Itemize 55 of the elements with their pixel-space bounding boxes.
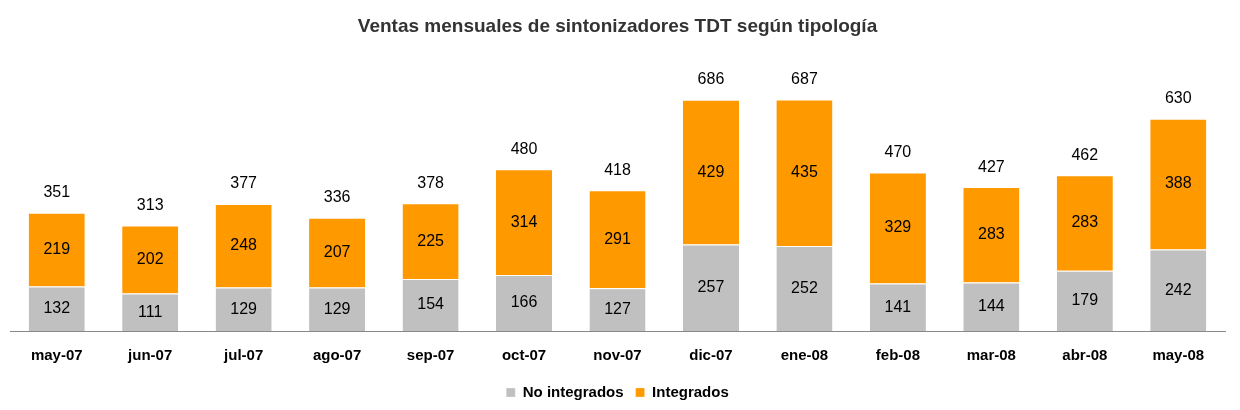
total-label: 418 (604, 160, 631, 178)
total-label: 687 (791, 69, 818, 87)
data-label: 283 (1071, 213, 1099, 231)
data-label: 132 (43, 299, 71, 317)
total-label: 427 (977, 157, 1005, 175)
total-label: 336 (323, 188, 351, 206)
x-tick-label: mar-08 (966, 346, 1016, 364)
x-tick-label: sep-07 (406, 346, 455, 364)
x-tick-label: jul-07 (223, 346, 264, 364)
data-label: 329 (884, 218, 912, 236)
total-label: 630 (1164, 89, 1192, 107)
x-tick-label: dic-07 (689, 346, 733, 364)
data-label: 129 (230, 299, 258, 317)
data-label: 252 (791, 278, 818, 296)
data-label: 283 (977, 225, 1005, 243)
x-tick-label: nov-07 (593, 346, 642, 364)
data-label: 248 (230, 236, 258, 254)
data-label: 202 (136, 249, 164, 267)
data-label: 314 (510, 212, 538, 230)
total-label: 462 (1071, 145, 1099, 163)
total-label: 378 (417, 173, 445, 191)
x-tick-label: abr-08 (1062, 346, 1108, 364)
x-tick-label: ago-07 (312, 346, 362, 364)
data-label: 179 (1071, 291, 1099, 309)
x-tick-label: jun-07 (127, 346, 173, 364)
data-label: 141 (884, 297, 912, 315)
data-label: 154 (417, 295, 445, 313)
data-label: 219 (43, 240, 71, 258)
x-tick-label: may-08 (1152, 346, 1205, 364)
x-tick-label: may-07 (30, 346, 83, 364)
data-label: 435 (791, 163, 818, 181)
data-label: 144 (977, 297, 1005, 315)
data-label: 129 (323, 299, 351, 317)
legend-label: Integrados (652, 382, 729, 400)
total-label: 377 (230, 174, 258, 192)
data-label: 207 (323, 243, 351, 261)
total-label: 470 (884, 143, 912, 161)
legend-label: No integrados (522, 382, 624, 400)
data-label: 257 (697, 278, 725, 296)
data-label: 225 (417, 231, 445, 249)
x-tick-label: oct-07 (501, 346, 547, 364)
data-label: 127 (604, 300, 631, 318)
x-tick-label: ene-08 (780, 346, 829, 364)
data-label: 111 (138, 302, 163, 320)
data-label: 388 (1164, 174, 1192, 192)
data-label: 166 (510, 293, 538, 311)
total-label: 686 (697, 70, 725, 88)
x-tick-label: feb-08 (875, 346, 920, 364)
chart-title: Ventas mensuales de sintonizadores TDT según tipología (357, 14, 878, 36)
data-label: 242 (1164, 280, 1192, 298)
total-label: 351 (43, 183, 71, 201)
data-label: 429 (697, 162, 725, 180)
data-label: 291 (604, 229, 631, 247)
total-label: 313 (136, 195, 164, 213)
total-label: 480 (510, 139, 538, 157)
